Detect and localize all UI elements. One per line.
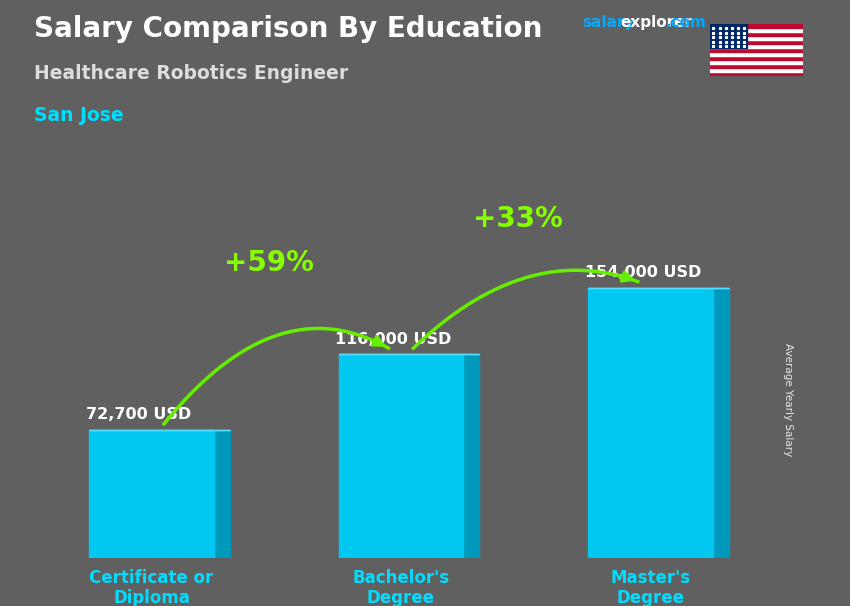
Text: Healthcare Robotics Engineer: Healthcare Robotics Engineer <box>34 64 348 82</box>
Bar <box>710 24 747 48</box>
Text: 116,000 USD: 116,000 USD <box>336 331 452 347</box>
Text: 72,700 USD: 72,700 USD <box>86 407 191 422</box>
Polygon shape <box>89 430 214 558</box>
Bar <box>710 72 803 76</box>
Text: +59%: +59% <box>224 249 314 277</box>
Polygon shape <box>463 355 479 558</box>
Bar <box>710 64 803 68</box>
Bar <box>710 28 803 32</box>
Bar <box>710 24 803 28</box>
Polygon shape <box>338 355 463 558</box>
Text: 154,000 USD: 154,000 USD <box>585 265 701 280</box>
Text: Average Yearly Salary: Average Yearly Salary <box>783 344 793 456</box>
Bar <box>710 44 803 48</box>
Polygon shape <box>214 430 230 558</box>
Bar <box>710 36 803 40</box>
Text: +33%: +33% <box>473 205 563 233</box>
Text: salary: salary <box>582 15 635 30</box>
Bar <box>710 60 803 64</box>
Bar <box>710 68 803 72</box>
Bar <box>710 40 803 44</box>
Text: explorer: explorer <box>620 15 693 30</box>
Bar <box>710 32 803 36</box>
Polygon shape <box>588 288 712 558</box>
Bar <box>710 52 803 56</box>
Polygon shape <box>712 288 728 558</box>
Bar <box>710 56 803 60</box>
Bar <box>710 48 803 52</box>
Text: San Jose: San Jose <box>34 106 123 125</box>
Text: Salary Comparison By Education: Salary Comparison By Education <box>34 15 542 43</box>
Text: .com: .com <box>666 15 706 30</box>
